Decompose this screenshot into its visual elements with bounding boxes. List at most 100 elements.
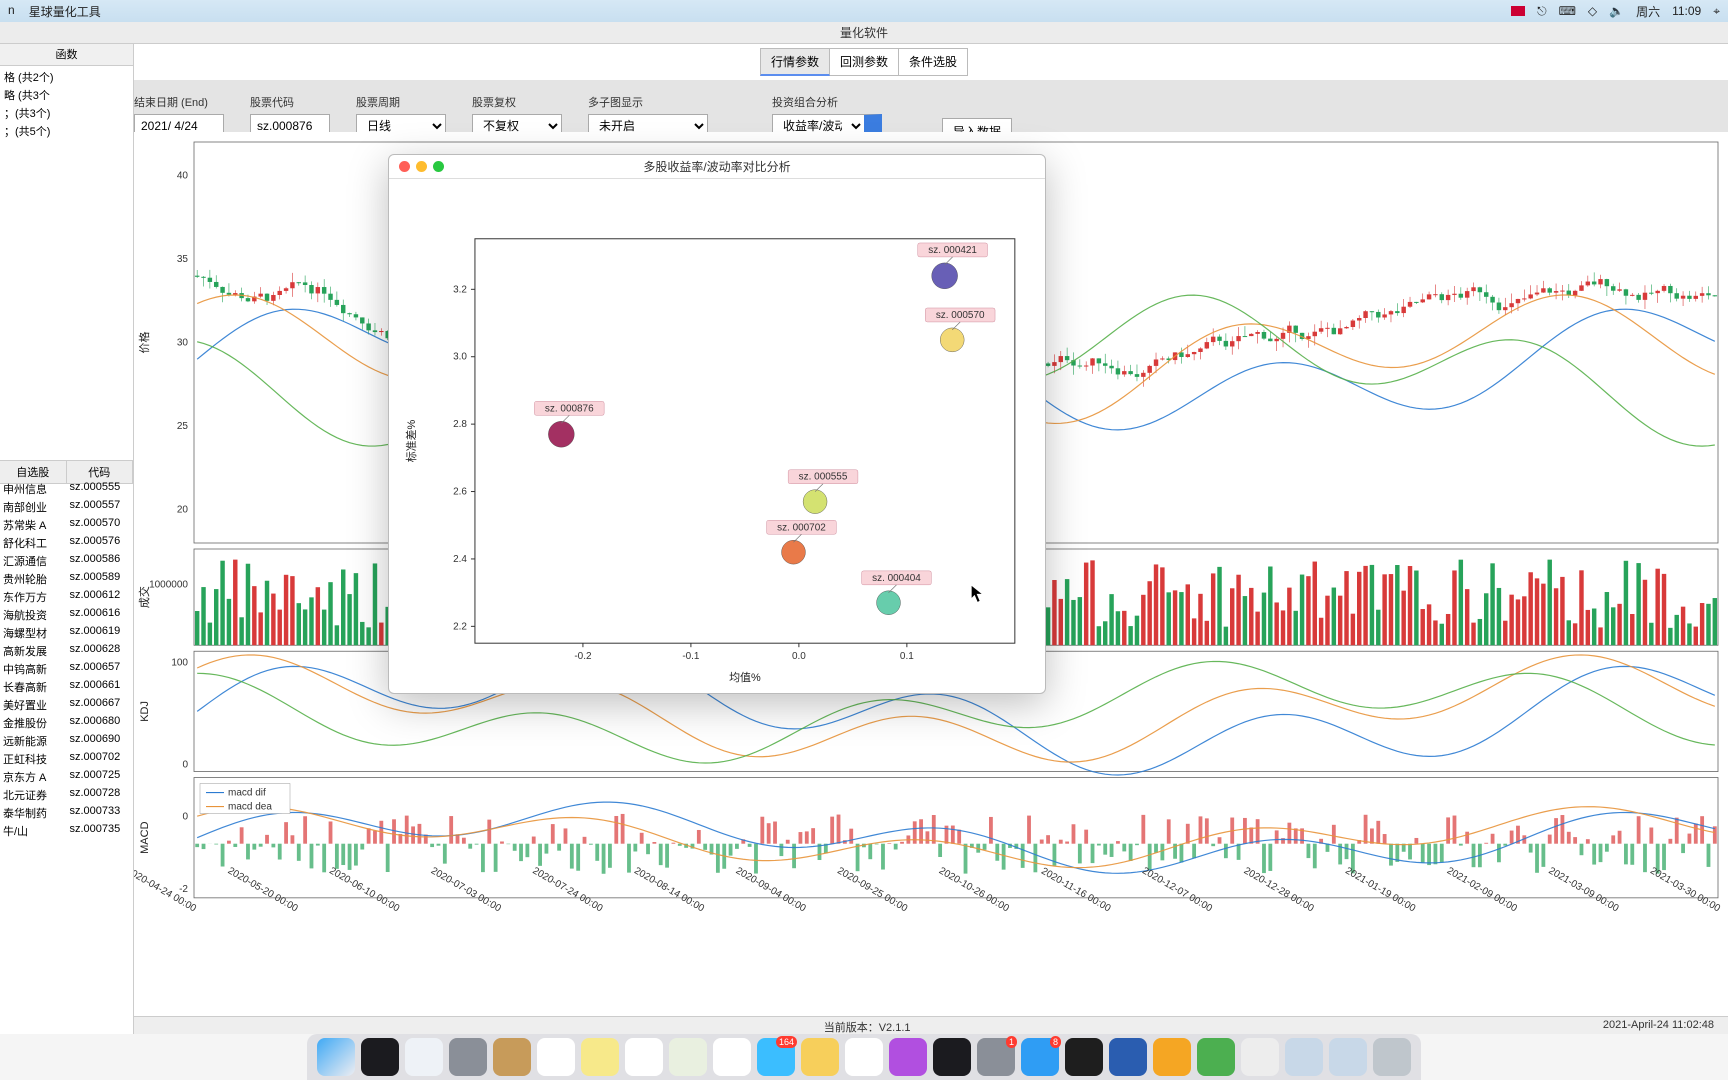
stock-list[interactable]: 申州信息sz.000555南部创业sz.000557苏常柴 Asz.000570… — [0, 480, 133, 1034]
stock-row[interactable]: 贵州轮胎sz.000589 — [0, 570, 133, 588]
safari-icon[interactable] — [405, 1038, 443, 1076]
menubar-day: 周六 — [1636, 3, 1660, 20]
freeform-icon[interactable] — [801, 1038, 839, 1076]
svg-text:sz. 000876: sz. 000876 — [545, 403, 594, 414]
stock-row[interactable]: 苏常柴 Asz.000570 — [0, 516, 133, 534]
tree-item[interactable]: 格 (共2个) — [2, 68, 131, 86]
stock-row[interactable]: 金推股份sz.000680 — [0, 714, 133, 732]
tree-item[interactable]: ；(共5个) — [2, 122, 131, 140]
svg-text:35: 35 — [177, 254, 189, 265]
stock-code: sz.000728 — [67, 786, 134, 804]
code-label: 股票代码 — [250, 94, 330, 110]
stock-name: 海螺型材 — [0, 624, 67, 642]
function-tree: 格 (共2个) 略 (共3个 ；(共3个) ；(共5个) — [0, 66, 133, 142]
svg-text:2020-09-04 00:00: 2020-09-04 00:00 — [734, 865, 808, 914]
trash-icon[interactable] — [1373, 1038, 1411, 1076]
photos-icon[interactable] — [713, 1038, 751, 1076]
svg-text:macd dea: macd dea — [228, 802, 272, 813]
stock-name: 美好置业 — [0, 696, 67, 714]
stock-row[interactable]: 正虹科技sz.000702 — [0, 750, 133, 768]
maps-icon[interactable] — [669, 1038, 707, 1076]
stock-row[interactable]: 京东方 Asz.000725 — [0, 768, 133, 786]
tab-market[interactable]: 行情参数 — [760, 48, 830, 76]
stock-code: sz.000557 — [67, 498, 134, 516]
svg-text:macd dif: macd dif — [228, 788, 266, 799]
svg-text:3.2: 3.2 — [453, 284, 467, 295]
appstore-icon[interactable]: 8 — [1021, 1038, 1059, 1076]
stock-code: sz.000628 — [67, 642, 134, 660]
stock-name: 贵州轮胎 — [0, 570, 67, 588]
stock-row[interactable]: 泰华制药sz.000733 — [0, 804, 133, 822]
input-icon: ⌨ — [1559, 4, 1576, 18]
status-right: 2021-April-24 11:02:48 — [1603, 1019, 1714, 1032]
wiki-icon[interactable] — [1329, 1038, 1367, 1076]
stock-row[interactable]: 远新能源sz.000690 — [0, 732, 133, 750]
stock-code: sz.000616 — [67, 606, 134, 624]
svg-text:1000000: 1000000 — [149, 579, 188, 590]
svg-text:2020-09-25 00:00: 2020-09-25 00:00 — [835, 865, 909, 914]
stock-row[interactable]: 牛/山sz.000735 — [0, 822, 133, 840]
stock-row[interactable]: 汇源通信sz.000586 — [0, 552, 133, 570]
multi-label: 多子图显示 — [588, 94, 708, 110]
svg-text:2021-03-09 00:00: 2021-03-09 00:00 — [1547, 865, 1621, 914]
stock-row[interactable]: 海航投资sz.000616 — [0, 606, 133, 624]
stock-code: sz.000733 — [67, 804, 134, 822]
stock-name: 金推股份 — [0, 714, 67, 732]
settings-icon[interactable]: 1 — [977, 1038, 1015, 1076]
stock-name: 远新能源 — [0, 732, 67, 750]
word-icon[interactable] — [1109, 1038, 1147, 1076]
notes-icon[interactable] — [581, 1038, 619, 1076]
svg-text:-0.2: -0.2 — [574, 651, 592, 662]
stock-row[interactable]: 长春高新sz.000661 — [0, 678, 133, 696]
menubar-app: n — [8, 3, 15, 20]
pycharm-icon[interactable] — [1065, 1038, 1103, 1076]
stock-row[interactable]: 北元证券sz.000728 — [0, 786, 133, 804]
contacts-icon[interactable] — [493, 1038, 531, 1076]
finder-icon[interactable] — [317, 1038, 355, 1076]
search-icon[interactable]: ⌖ — [1713, 4, 1720, 19]
menubar-title: 星球量化工具 — [29, 3, 101, 20]
stock-name: 汇源通信 — [0, 552, 67, 570]
calendar-icon[interactable] — [537, 1038, 575, 1076]
books-icon[interactable] — [1285, 1038, 1323, 1076]
stock-name: 南部创业 — [0, 498, 67, 516]
tree-item[interactable]: 略 (共3个 — [2, 86, 131, 104]
period-label: 股票周期 — [356, 94, 446, 110]
svg-text:sz. 000570: sz. 000570 — [936, 310, 985, 321]
siri-icon[interactable] — [361, 1038, 399, 1076]
stock-row[interactable]: 南部创业sz.000557 — [0, 498, 133, 516]
stock-row[interactable]: 申州信息sz.000555 — [0, 480, 133, 498]
stock-code: sz.000619 — [67, 624, 134, 642]
stock-name: 正虹科技 — [0, 750, 67, 768]
wifi-icon: ◇ — [1588, 4, 1597, 18]
stock-row[interactable]: 美好置业sz.000667 — [0, 696, 133, 714]
svg-text:2020-11-16 00:00: 2020-11-16 00:00 — [1039, 866, 1113, 915]
messages-icon[interactable]: 164 — [757, 1038, 795, 1076]
svg-text:2.2: 2.2 — [453, 621, 467, 632]
tree-item[interactable]: ；(共3个) — [2, 104, 131, 122]
stock-row[interactable]: 东作万方sz.000612 — [0, 588, 133, 606]
popup-titlebar[interactable]: 多股收益率/波动率对比分析 — [389, 155, 1045, 179]
stock-row[interactable]: 海螺型材sz.000619 — [0, 624, 133, 642]
camtasia-icon[interactable] — [1197, 1038, 1235, 1076]
textedit-icon[interactable] — [1241, 1038, 1279, 1076]
stock-name: 舒化科工 — [0, 534, 67, 552]
stock-row[interactable]: 高新发展sz.000628 — [0, 642, 133, 660]
podcasts-icon[interactable] — [889, 1038, 927, 1076]
svg-text:MACD: MACD — [139, 821, 151, 853]
macos-menubar: n 星球量化工具 ⎋ ⌨ ◇ 🔈 周六 11:09 ⌖ — [0, 0, 1728, 22]
reminders-icon[interactable] — [625, 1038, 663, 1076]
stock-name: 申州信息 — [0, 480, 67, 498]
tab-backtest[interactable]: 回测参数 — [830, 48, 899, 76]
svg-text:2.4: 2.4 — [453, 554, 467, 565]
svg-text:2020-12-28 00:00: 2020-12-28 00:00 — [1242, 865, 1316, 914]
stock-row[interactable]: 中钨高新sz.000657 — [0, 660, 133, 678]
tab-screener[interactable]: 条件选股 — [899, 48, 968, 76]
stock-code: sz.000702 — [67, 750, 134, 768]
music-icon[interactable] — [845, 1038, 883, 1076]
pages-icon[interactable] — [1153, 1038, 1191, 1076]
tv-icon[interactable] — [933, 1038, 971, 1076]
sidebar-tab[interactable]: 函数 — [0, 44, 133, 66]
launchpad-icon[interactable] — [449, 1038, 487, 1076]
stock-row[interactable]: 舒化科工sz.000576 — [0, 534, 133, 552]
